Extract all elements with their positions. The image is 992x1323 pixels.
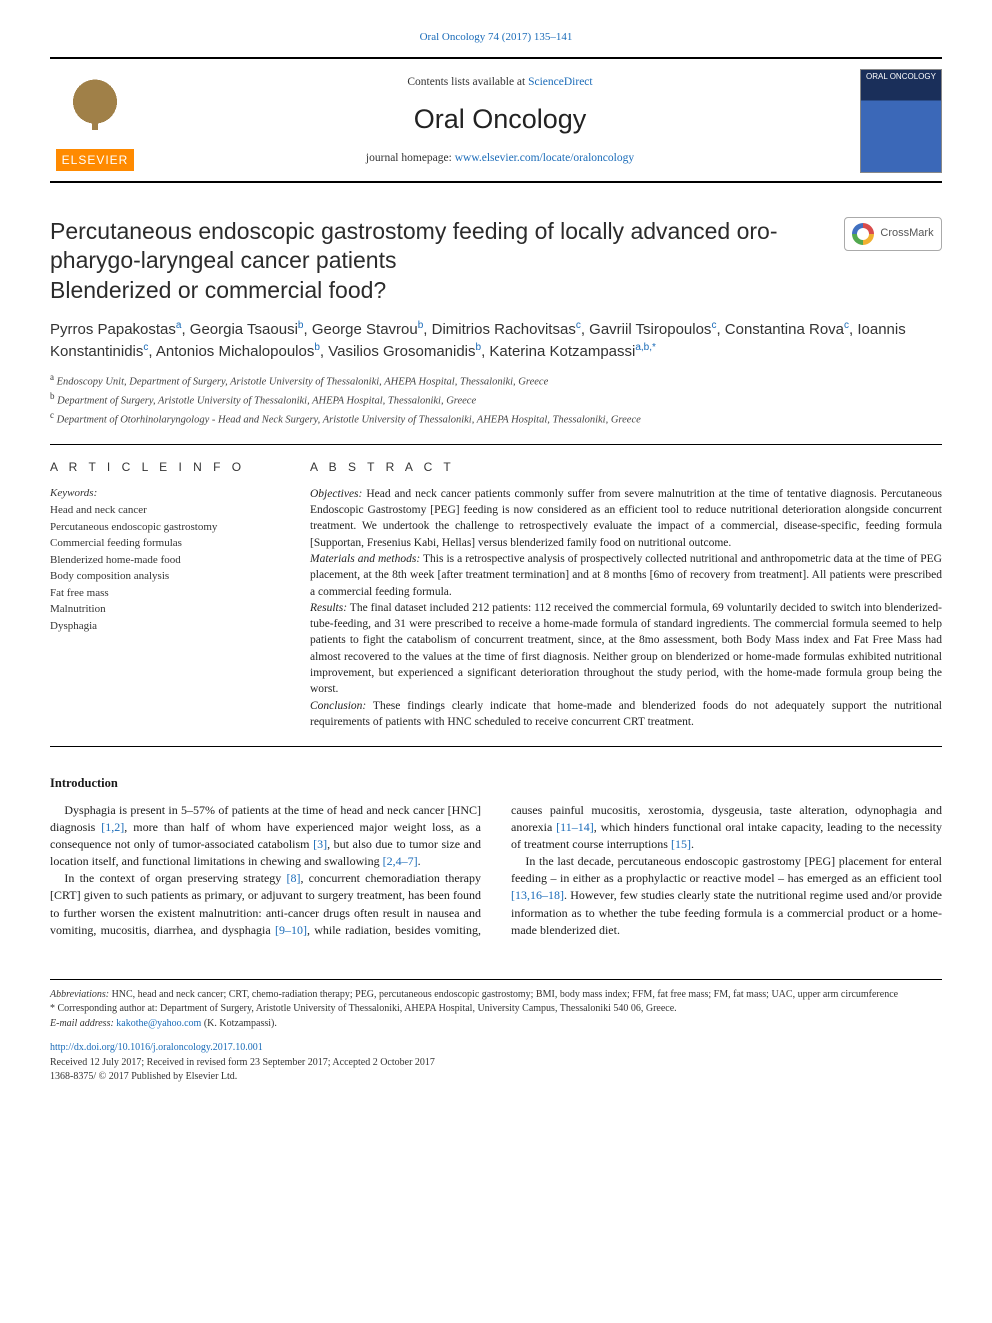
sciencedirect-link[interactable]: ScienceDirect — [528, 76, 593, 88]
abbreviations: Abbreviations: HNC, head and neck cancer… — [50, 988, 942, 1003]
elsevier-tree-icon — [60, 75, 130, 145]
journal-cover-thumb: ORAL ONCOLOGY — [860, 69, 942, 173]
body-section: Introduction Dysphagia is present in 5–5… — [50, 775, 942, 938]
body-paragraph: In the last decade, percutaneous endosco… — [511, 853, 942, 938]
body-columns: Dysphagia is present in 5–57% of patient… — [50, 802, 942, 938]
article-info-col: A R T I C L E I N F O Keywords: Head and… — [50, 459, 280, 730]
abstract-segment: Results: The final dataset included 212 … — [310, 600, 942, 698]
elsevier-wordmark: ELSEVIER — [56, 149, 135, 171]
keyword-item: Fat free mass — [50, 585, 280, 602]
keywords-list: Head and neck cancerPercutaneous endosco… — [50, 502, 280, 634]
homepage-link[interactable]: www.elsevier.com/locate/oraloncology — [455, 152, 634, 164]
homepage-pre: journal homepage: — [366, 152, 455, 164]
abstract-segment: Conclusion: These findings clearly indic… — [310, 698, 942, 731]
keywords-label: Keywords: — [50, 486, 280, 501]
running-head: Oral Oncology 74 (2017) 135–141 — [50, 30, 942, 45]
cover-title: ORAL ONCOLOGY — [866, 73, 936, 81]
abstract-segment: Objectives: Head and neck cancer patient… — [310, 486, 942, 551]
affiliation-line: c Department of Otorhinolaryngology - He… — [50, 409, 942, 428]
keyword-item: Blenderized home-made food — [50, 552, 280, 569]
keyword-item: Head and neck cancer — [50, 502, 280, 519]
body-paragraph: Dysphagia is present in 5–57% of patient… — [50, 802, 481, 870]
doi-link[interactable]: http://dx.doi.org/10.1016/j.oraloncology… — [50, 1042, 263, 1053]
email-link[interactable]: kakothe@yahoo.com — [116, 1018, 201, 1029]
abstract-col: A B S T R A C T Objectives: Head and nec… — [310, 459, 942, 730]
journal-header: ELSEVIER Contents lists available at Sci… — [50, 57, 942, 183]
crossmark-label: CrossMark — [880, 226, 933, 241]
affiliations: a Endoscopy Unit, Department of Surgery,… — [50, 371, 942, 429]
corresponding-author: * Corresponding author at: Department of… — [50, 1002, 942, 1017]
abbrev-text: HNC, head and neck cancer; CRT, chemo-ra… — [109, 989, 898, 1000]
divider — [50, 444, 942, 445]
email-label: E-mail address: — [50, 1018, 116, 1029]
elsevier-logo: ELSEVIER — [50, 71, 140, 171]
affiliation-line: b Department of Surgery, Aristotle Unive… — [50, 390, 942, 409]
affiliation-line: a Endoscopy Unit, Department of Surgery,… — [50, 371, 942, 390]
email-line: E-mail address: kakothe@yahoo.com (K. Ko… — [50, 1017, 942, 1032]
title-subtitle: Blenderized or commercial food? — [50, 276, 824, 305]
divider — [50, 746, 942, 747]
running-head-link[interactable]: Oral Oncology 74 (2017) 135–141 — [420, 31, 573, 43]
contents-line-pre: Contents lists available at — [407, 76, 528, 88]
article-head: Percutaneous endoscopic gastrostomy feed… — [50, 217, 942, 429]
abstract-segment: Materials and methods: This is a retrosp… — [310, 551, 942, 600]
keyword-item: Malnutrition — [50, 601, 280, 618]
abstract-heading: A B S T R A C T — [310, 459, 942, 475]
info-abstract-row: A R T I C L E I N F O Keywords: Head and… — [50, 459, 942, 730]
doi-block: http://dx.doi.org/10.1016/j.oraloncology… — [50, 1041, 942, 1085]
footnotes: Abbreviations: HNC, head and neck cancer… — [50, 979, 942, 1085]
email-suffix: (K. Kotzampassi). — [201, 1018, 277, 1029]
title-main: Percutaneous endoscopic gastrostomy feed… — [50, 218, 778, 273]
homepage-line: journal homepage: www.elsevier.com/locat… — [156, 151, 844, 167]
abstract-text: Objectives: Head and neck cancer patient… — [310, 486, 942, 731]
article-info-heading: A R T I C L E I N F O — [50, 459, 280, 475]
keyword-item: Dysphagia — [50, 618, 280, 635]
section-heading-introduction: Introduction — [50, 775, 942, 792]
article-title: Percutaneous endoscopic gastrostomy feed… — [50, 217, 824, 305]
crossmark-badge[interactable]: CrossMark — [844, 217, 942, 251]
contents-line: Contents lists available at ScienceDirec… — [156, 75, 844, 91]
keyword-item: Commercial feeding formulas — [50, 535, 280, 552]
abbrev-label: Abbreviations: — [50, 989, 109, 1000]
keyword-item: Percutaneous endoscopic gastrostomy — [50, 519, 280, 536]
keyword-item: Body composition analysis — [50, 568, 280, 585]
copyright-line: 1368-8375/ © 2017 Published by Elsevier … — [50, 1071, 237, 1082]
authors-list: Pyrros Papakostasa, Georgia Tsaousib, Ge… — [50, 319, 942, 363]
header-center: Contents lists available at ScienceDirec… — [156, 75, 844, 166]
crossmark-icon — [852, 223, 874, 245]
journal-name: Oral Oncology — [156, 101, 844, 137]
received-line: Received 12 July 2017; Received in revis… — [50, 1057, 435, 1068]
